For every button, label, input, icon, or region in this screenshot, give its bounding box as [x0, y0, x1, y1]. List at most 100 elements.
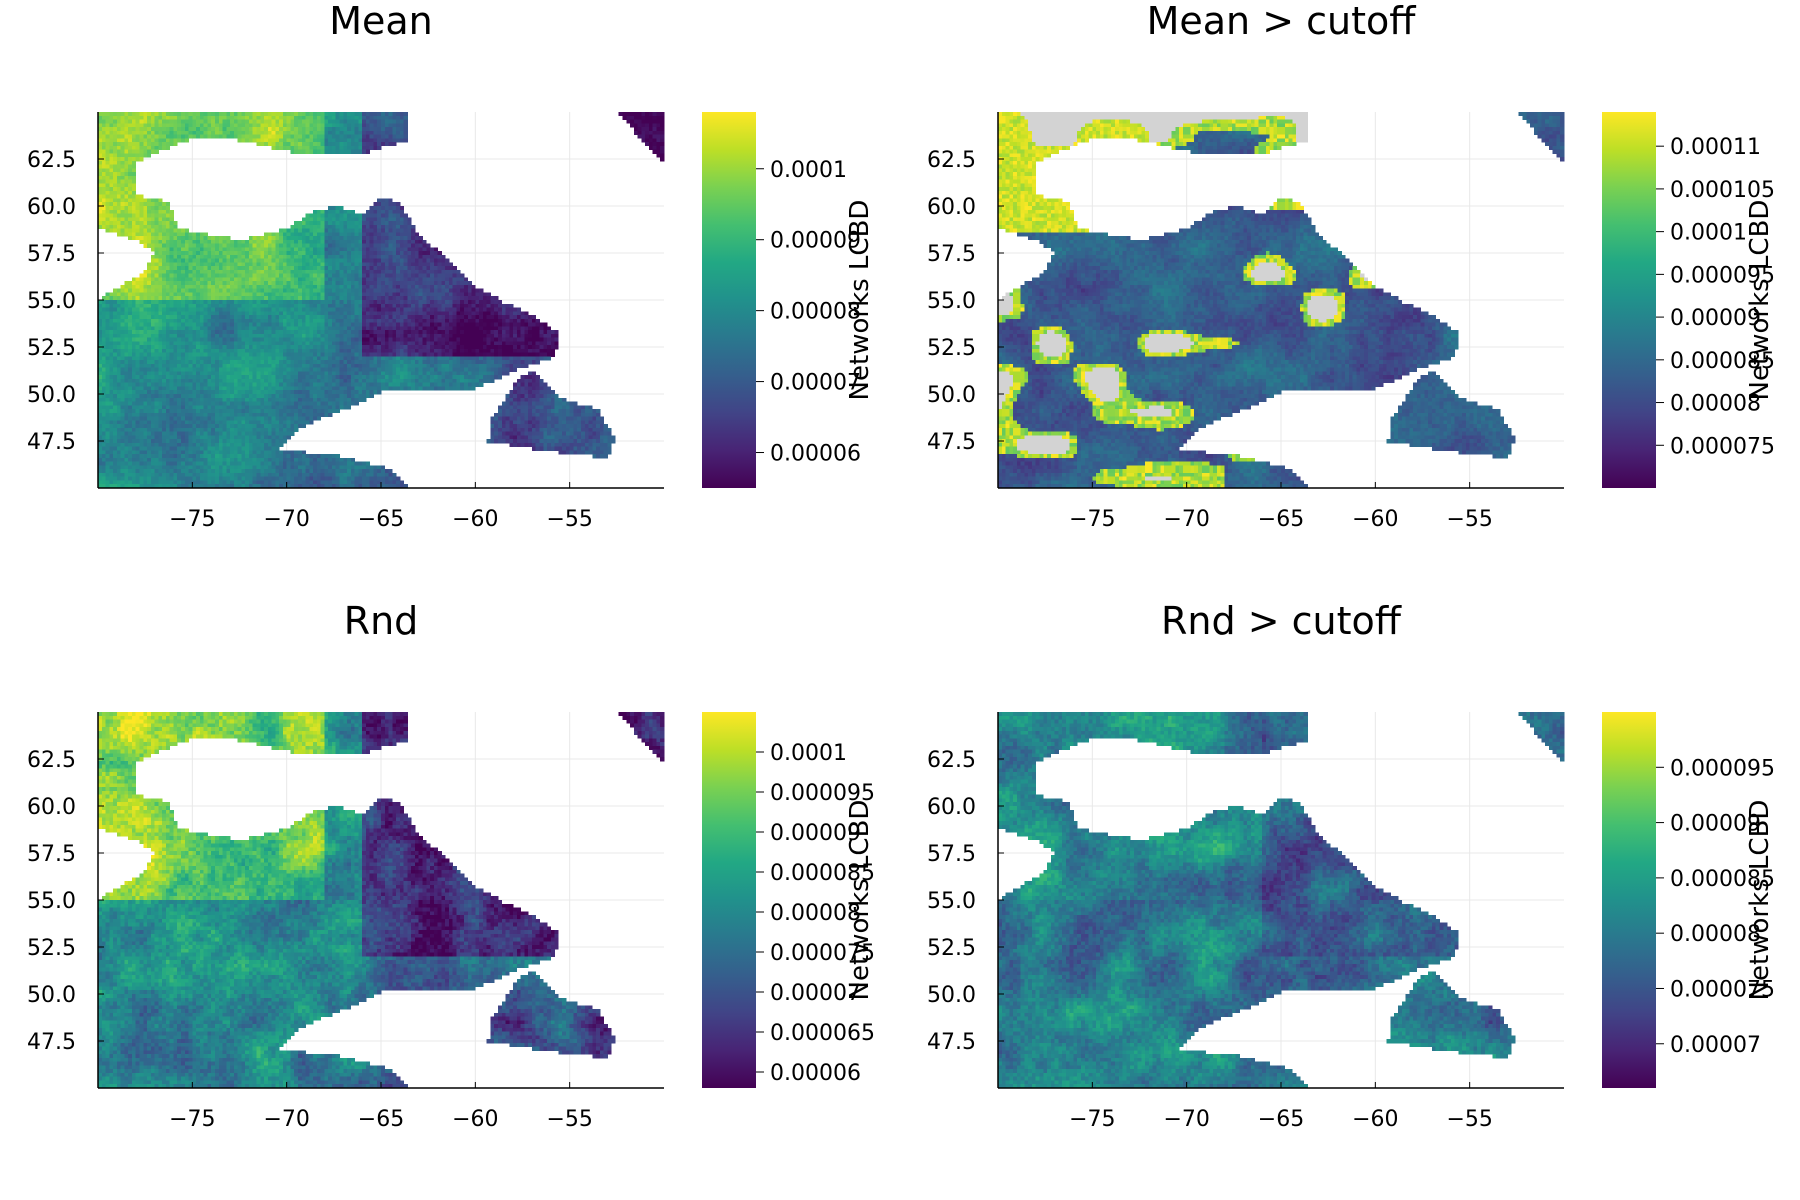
heatmap-cell [192, 262, 197, 267]
heatmap-cell [467, 303, 472, 308]
heatmap-cell [290, 123, 295, 128]
heatmap-cell [154, 360, 159, 365]
heatmap-cell [271, 269, 276, 275]
heatmap-cell [528, 333, 533, 338]
heatmap-cell [358, 224, 363, 229]
heatmap-cell [343, 224, 348, 229]
heatmap-cell [441, 258, 446, 263]
heatmap-cell [377, 213, 382, 218]
heatmap-cell [147, 315, 152, 320]
heatmap-cell [441, 288, 446, 293]
heatmap-cell [365, 142, 371, 147]
heatmap-cell [331, 145, 337, 150]
heatmap-cell [241, 288, 246, 293]
heatmap-cell [324, 307, 329, 312]
heatmap-cell [396, 258, 401, 263]
heatmap-cell [313, 356, 318, 361]
heatmap-cell [158, 243, 163, 248]
heatmap-cell [335, 269, 340, 275]
heatmap-cell [369, 217, 374, 222]
heatmap-cell [358, 326, 363, 331]
heatmap-cell [471, 345, 476, 350]
heatmap-cell [490, 345, 495, 350]
heatmap-cell [467, 337, 472, 342]
heatmap-cell [418, 326, 423, 331]
heatmap-cell [384, 318, 389, 323]
heatmap-cell [116, 157, 122, 162]
heatmap-cell [313, 307, 318, 312]
heatmap-cell [475, 356, 480, 361]
heatmap-cell [237, 363, 242, 369]
heatmap-cell [260, 348, 265, 354]
heatmap-cell [354, 284, 359, 290]
heatmap-cell [199, 127, 205, 132]
heatmap-cell [528, 360, 533, 365]
heatmap-cell [233, 258, 239, 263]
heatmap-cell [369, 337, 374, 342]
heatmap-cell [350, 360, 355, 365]
heatmap-cell [501, 315, 506, 320]
heatmap-cell [279, 296, 284, 301]
heatmap-cell [184, 330, 189, 335]
heatmap-cell [377, 209, 382, 214]
heatmap-cell [177, 273, 182, 278]
heatmap-cell [430, 277, 435, 282]
heatmap-cell [150, 209, 155, 214]
heatmap-cell [437, 307, 442, 312]
heatmap-cell [286, 284, 291, 290]
heatmap-cell [113, 296, 118, 301]
heatmap-cell [286, 134, 291, 139]
heatmap-cell [282, 134, 288, 139]
heatmap-cell [328, 130, 333, 135]
heatmap-cell [173, 284, 178, 290]
heatmap-cell [230, 307, 235, 312]
heatmap-cell [531, 352, 537, 357]
heatmap-cell [452, 333, 457, 338]
heatmap-cell [377, 303, 382, 308]
heatmap-cell [358, 123, 363, 128]
heatmap-cell [399, 363, 405, 369]
heatmap-cell [169, 300, 174, 305]
heatmap-cell [267, 277, 272, 282]
heatmap-cell [116, 345, 122, 350]
heatmap-cell [528, 326, 533, 331]
heatmap-cell [279, 363, 284, 369]
heatmap-cell [294, 123, 299, 128]
heatmap-cell [362, 315, 367, 320]
heatmap-cell [286, 330, 291, 335]
heatmap-cell [165, 258, 171, 263]
heatmap-cell [392, 232, 397, 237]
heatmap-cell [392, 119, 397, 124]
heatmap-cell [177, 254, 182, 260]
heatmap-cell [448, 337, 454, 342]
heatmap-cell [656, 130, 661, 135]
heatmap-cell [131, 217, 137, 222]
heatmap-cell [316, 345, 322, 350]
heatmap-cell [320, 348, 325, 354]
heatmap-cell [196, 341, 201, 346]
heatmap-cell [286, 341, 291, 346]
heatmap-cell [365, 130, 371, 135]
heatmap-cell [290, 318, 295, 323]
heatmap-cell [248, 112, 254, 117]
heatmap-cell [305, 258, 310, 263]
heatmap-cell [128, 119, 133, 124]
heatmap-cell [241, 363, 246, 369]
heatmap-cell [131, 292, 137, 297]
heatmap-cell [192, 322, 197, 327]
heatmap-cell [343, 258, 348, 263]
heatmap-cell [516, 326, 522, 331]
heatmap-cell [392, 266, 397, 271]
heatmap-cell [381, 247, 386, 252]
heatmap-cell [98, 164, 103, 169]
heatmap-cell [139, 115, 144, 120]
heatmap-cell [388, 239, 393, 244]
heatmap-cell [388, 296, 393, 301]
heatmap-cell [177, 326, 182, 331]
heatmap-cell [399, 262, 405, 267]
heatmap-cell [339, 307, 344, 312]
heatmap-cell [226, 292, 231, 297]
heatmap-cell [150, 127, 155, 132]
heatmap-cell [456, 322, 461, 327]
heatmap-cell [139, 232, 144, 237]
